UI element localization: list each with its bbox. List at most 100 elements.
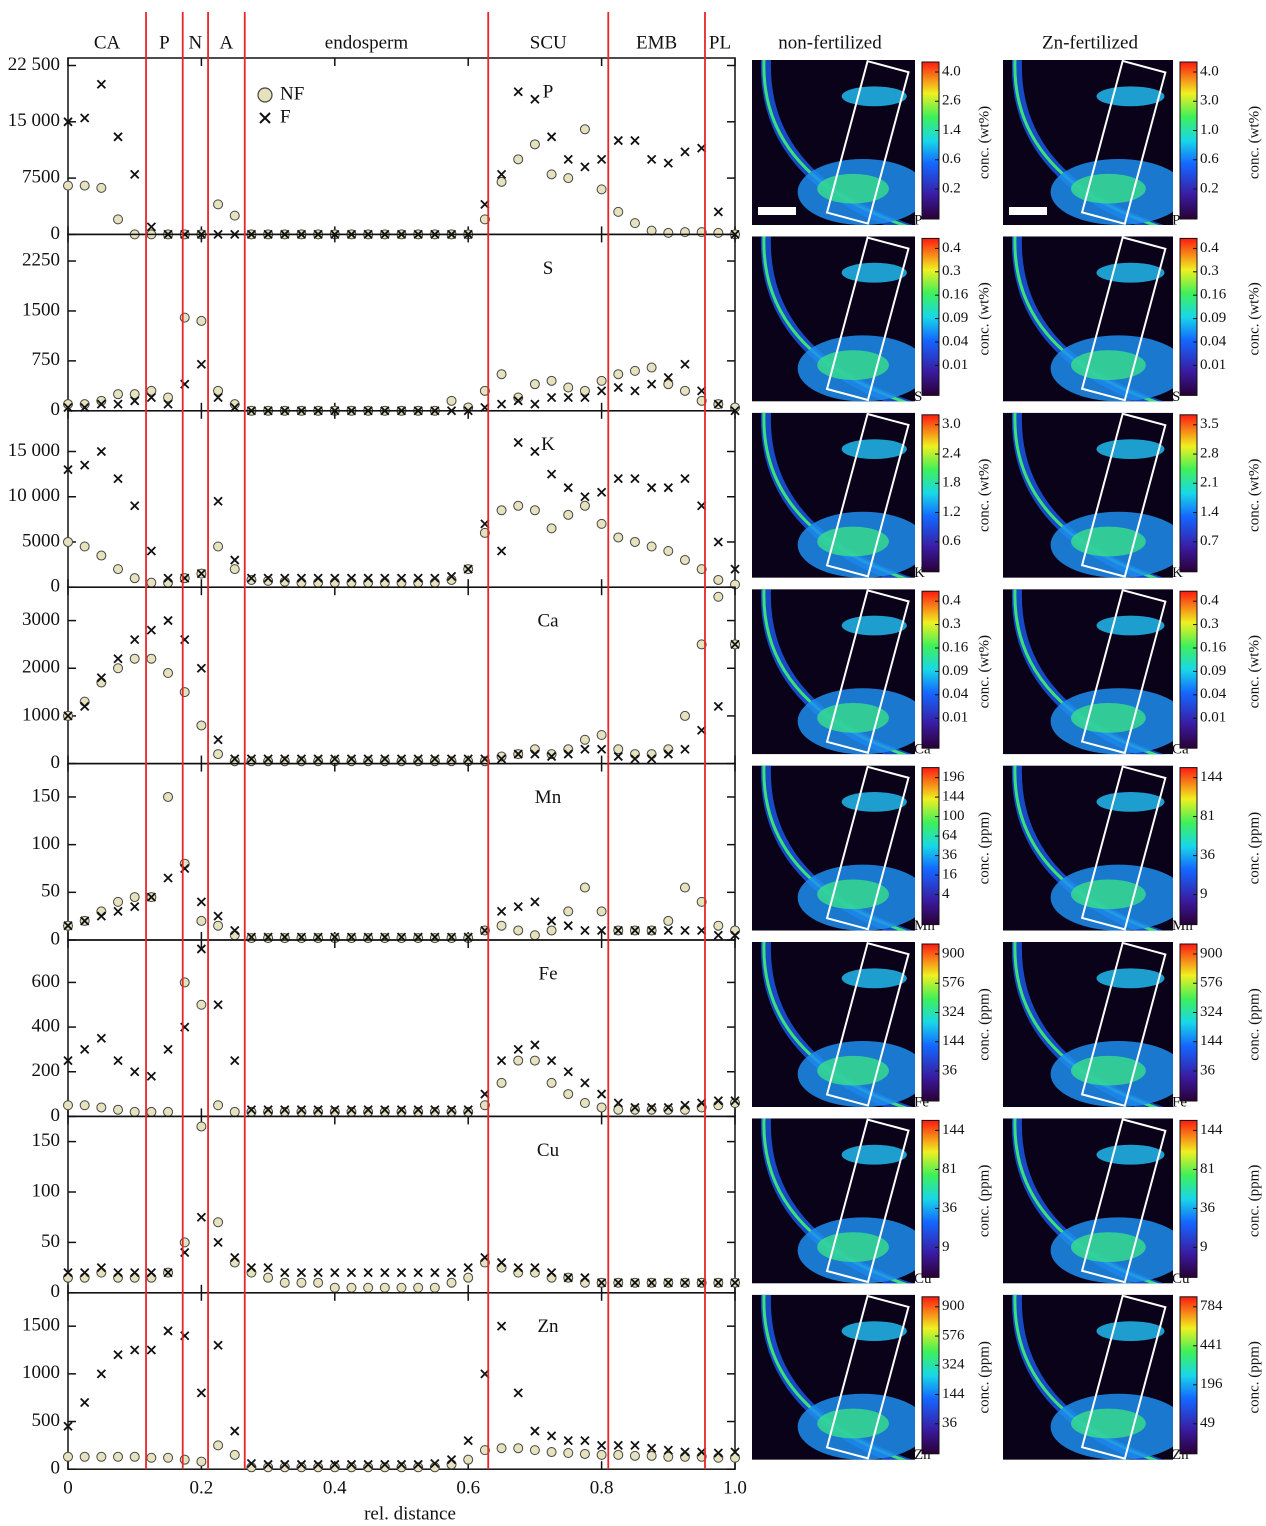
point-f [280,1459,290,1470]
point-f [246,573,257,583]
point-f [663,1278,673,1288]
point-nf [679,555,690,566]
point-f [146,392,157,403]
point-f [96,1033,106,1043]
point-f [530,399,540,409]
point-f [496,1321,507,1331]
point-nf [646,541,657,552]
point-f [130,169,140,179]
point-nf [513,500,524,511]
point-nf [546,925,557,936]
point-f [530,749,540,759]
colorbar-tick-label: 0.6 [942,533,961,549]
point-f [363,573,373,583]
panel-frame [67,762,736,941]
point-nf [479,385,490,396]
panel-label: Zn [537,1316,559,1337]
colorbar-tick-label: 144 [942,789,965,805]
point-nf [596,1449,607,1460]
point-f [496,1055,507,1066]
panel-label: Cu [537,1140,560,1161]
panel-label: Fe [539,963,558,984]
point-f [680,1100,690,1110]
point-f [530,446,540,457]
point-f [630,925,640,936]
colorbar-tick-label: 0.09 [1200,310,1226,326]
y-tick-label: 10 000 [8,485,60,506]
point-f [713,701,723,712]
point-f [530,94,540,104]
colorbar-tick-label: 49 [1200,1415,1215,1431]
colorbar-tick-label: 196 [1200,1376,1223,1392]
point-nf [629,218,640,229]
y-tick-label: 50 [41,1231,60,1252]
point-nf [529,744,540,755]
point-nf [496,920,507,931]
y-tick-label: 200 [32,1060,61,1081]
point-f [96,673,106,683]
point-nf [146,1106,157,1117]
y-tick-label: 5000 [22,530,60,551]
map-element-label: K [1172,565,1183,581]
point-nf [79,541,90,552]
point-f [513,1044,523,1055]
y-tick-label: 150 [32,785,61,806]
point-nf [179,312,190,323]
colorbar-unit: conc. (wt%) [976,635,992,708]
colorbar-tick-label: 36 [1200,847,1216,863]
x-tick-label: 0.6 [456,1478,480,1499]
point-nf [713,1100,724,1111]
point-f [363,1105,373,1115]
colorbar-tick-label: 144 [1200,1033,1223,1049]
element-map [1003,1294,1173,1460]
colorbar [1179,414,1198,573]
point-f [380,754,390,764]
point-f [463,1262,473,1273]
point-f [196,1212,207,1222]
point-nf [663,1104,674,1115]
panel-frame [67,939,736,1118]
point-nf [279,1277,290,1288]
colorbar-unit: conc. (ppm) [976,988,992,1060]
point-nf [63,180,73,191]
region-label: P [159,32,170,53]
point-nf [196,720,207,731]
point-f [296,1459,307,1470]
column-title: Zn-fertilized [1042,32,1139,53]
point-f [680,474,690,484]
colorbar-tick-label: 36 [942,1200,958,1216]
colorbar-tick-label: 900 [942,1298,965,1314]
point-nf [446,1277,457,1288]
point-nf [113,896,124,907]
point-f [130,635,140,645]
point-f [663,925,673,936]
colorbar [1179,237,1198,396]
point-f [546,132,557,142]
point-nf [96,1102,107,1113]
point-nf [63,536,73,547]
point-f [496,754,507,764]
y-tick-label: 150 [32,1130,61,1151]
point-nf [213,920,224,931]
colorbar-tick-label: 324 [942,1004,965,1020]
point-f [730,1278,740,1288]
point-nf [163,791,174,802]
colorbar-tick-label: 0.6 [1200,151,1219,167]
point-f [346,573,357,583]
point-f [613,1278,623,1288]
point-f [330,1105,340,1115]
map-element-label: S [914,389,922,405]
point-nf [479,1445,490,1456]
colorbar-tick-label: 3.0 [1200,93,1219,109]
colorbar-tick-label: 900 [1200,945,1223,961]
point-nf [196,1121,207,1132]
point-f [496,399,507,409]
panel-label: Ca [537,611,559,632]
point-nf [613,532,624,543]
colorbar-unit: conc. (ppm) [1246,1165,1262,1237]
point-nf [713,227,724,238]
point-f [513,1388,523,1398]
point-f [146,546,157,556]
region-label: PL [709,32,731,53]
point-nf [63,1451,73,1462]
